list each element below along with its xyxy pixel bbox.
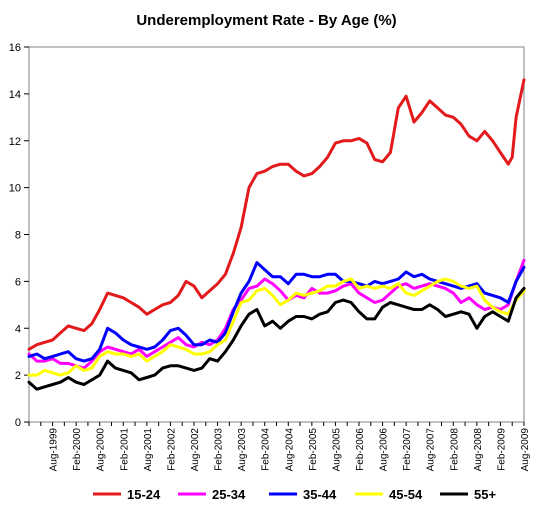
y-tick-label: 14: [9, 89, 21, 101]
series-line-15-24: [27, 78, 526, 351]
plot-area: [28, 46, 525, 423]
x-tick-label: Aug-2006: [379, 428, 390, 472]
y-tick-label: 0: [15, 417, 21, 429]
legend: 15-24 25-34 35-44 45-54 55+: [93, 487, 496, 502]
x-tick-label: Feb-2003: [214, 428, 225, 471]
x-tick-label: Aug-2003: [237, 428, 248, 472]
legend-label-55+: 55+: [474, 487, 496, 502]
x-tick-label: Feb-2009: [496, 428, 507, 471]
x-tick-label: Aug-1999: [49, 428, 60, 472]
x-tick-label: Feb-2005: [308, 428, 319, 471]
y-tick-label: 4: [15, 323, 21, 335]
series-lines: [27, 78, 526, 391]
series-line-25-34: [27, 258, 526, 370]
x-tick-label: Feb-2007: [402, 428, 413, 471]
x-tick-label: Aug-2007: [426, 428, 437, 472]
x-tick-label: Feb-2002: [166, 428, 177, 471]
x-tick-label: Feb-2004: [261, 428, 272, 471]
y-tick-label: 10: [9, 183, 21, 195]
legend-label-35-44: 35-44: [303, 487, 337, 502]
series-line-45-54: [27, 277, 526, 377]
x-tick-label: Aug-2001: [143, 428, 154, 472]
series-line-35-44: [27, 261, 526, 363]
x-tick-label: Feb-2001: [119, 428, 130, 471]
y-tick-label: 2: [15, 370, 21, 382]
series-line-55+: [27, 286, 526, 391]
y-tick-label: 8: [15, 230, 21, 242]
x-tick-label: Feb-2006: [355, 428, 366, 471]
x-tick-label: Feb-2000: [72, 428, 83, 471]
x-axis: Aug-1999 Feb-2000 Aug-2000 Feb-2001 Aug-2001…: [28, 422, 531, 472]
x-tick-label: Aug-2002: [190, 428, 201, 472]
x-tick-label: Feb-2008: [449, 428, 460, 471]
y-tick-label: 6: [15, 276, 21, 288]
x-tick-label: Aug-2008: [473, 428, 484, 472]
plot-border: [28, 46, 525, 423]
legend-label-45-54: 45-54: [389, 487, 423, 502]
y-tick-label: 16: [9, 42, 21, 54]
legend-label-15-24: 15-24: [127, 487, 161, 502]
legend-label-25-34: 25-34: [212, 487, 246, 502]
x-tick-label: Aug-2005: [331, 428, 342, 472]
chart-title: Underemployment Rate - By Age (%): [136, 12, 397, 29]
x-tick-label: Aug-2004: [284, 428, 295, 472]
y-axis: 0 2 4 6 8 10 12 14 16: [9, 42, 29, 429]
x-tick-label: Aug-2000: [96, 428, 107, 472]
x-tick-label: Aug-2009: [520, 428, 531, 472]
y-tick-label: 12: [9, 136, 21, 148]
